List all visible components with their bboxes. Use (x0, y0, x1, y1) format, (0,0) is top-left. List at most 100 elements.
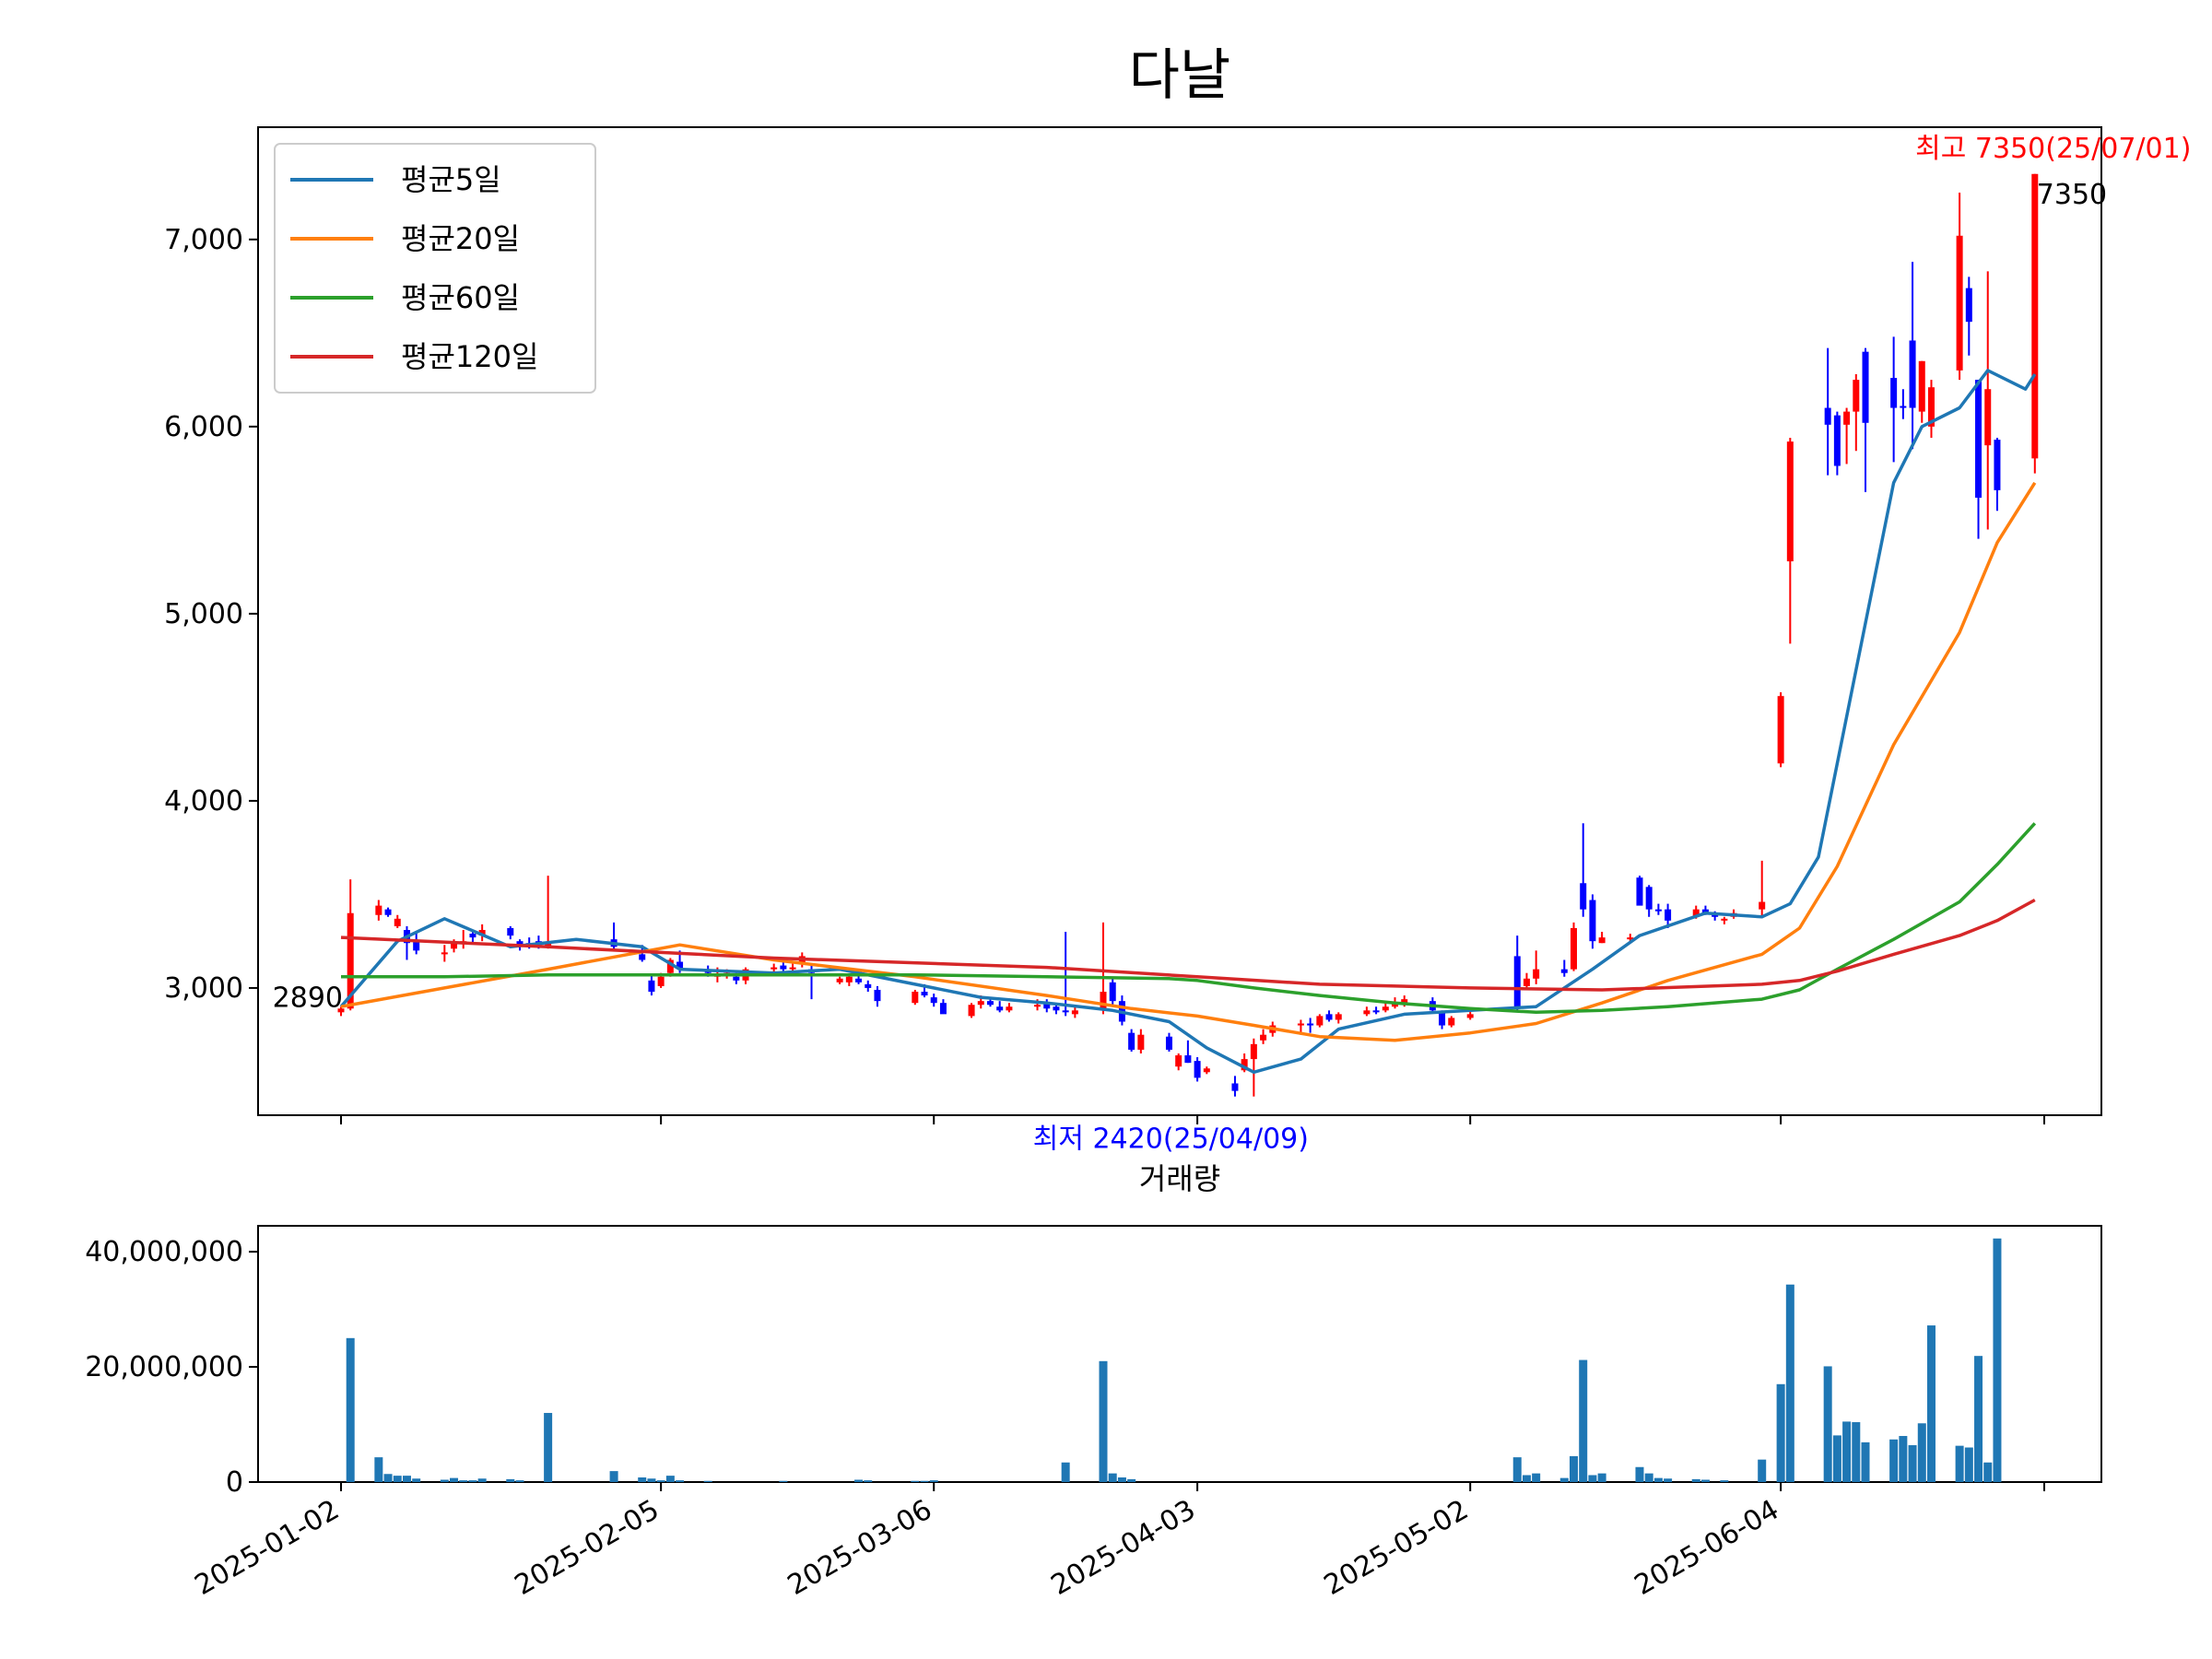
candle-body (1523, 978, 1530, 986)
candle-body (1721, 918, 1728, 921)
volume-bar (1832, 1435, 1841, 1482)
volume-bar (1776, 1383, 1785, 1482)
volume-bar (779, 1480, 788, 1482)
candle-body (677, 961, 684, 970)
volume-bar (1899, 1436, 1908, 1482)
candle-body (977, 1001, 984, 1006)
legend-box (274, 143, 596, 394)
volume-bar (1635, 1466, 1644, 1482)
candle-body (1137, 1034, 1145, 1050)
volume-bar (1117, 1477, 1126, 1482)
candle-body (648, 980, 655, 992)
volume-bar (1644, 1473, 1653, 1482)
low-annotation: 최저 2420(25/04/09) (1033, 1124, 1309, 1156)
volume-bar (346, 1337, 355, 1482)
volume-bar (459, 1480, 468, 1482)
candle-body (1250, 1043, 1257, 1060)
volume-bar (647, 1478, 656, 1482)
volume-x-tick-label: 2025-01-02 (190, 1494, 345, 1602)
volume-bar (450, 1477, 459, 1482)
candle-body (1975, 380, 1983, 498)
candle-body (451, 943, 458, 949)
candle-body (1580, 883, 1587, 910)
candle-body (1297, 1023, 1304, 1026)
candle-body (912, 992, 919, 1004)
volume-bar (1955, 1445, 1964, 1482)
volume-y-tick-label: 40,000,000 (85, 1236, 243, 1268)
high-annotation: 최고 7350(25/07/01) (1915, 133, 2191, 165)
volume-bar (1579, 1359, 1588, 1482)
volume-bar (1559, 1477, 1569, 1482)
candle-body (1260, 1034, 1267, 1041)
candle-body (1175, 1055, 1182, 1067)
volume-bar (1691, 1478, 1700, 1482)
candle-body (1165, 1036, 1172, 1050)
price-y-tick-label: 5,000 (164, 598, 243, 630)
candle-body (1645, 887, 1653, 910)
candle-body (1071, 1010, 1078, 1015)
candle-body (545, 943, 552, 947)
candle-body (1241, 1059, 1248, 1071)
candle-body (516, 941, 524, 946)
candle-body (639, 954, 646, 960)
candle-body (968, 1005, 975, 1017)
candle-body (1786, 441, 1794, 562)
candle-body (1109, 982, 1116, 1002)
volume-bar (1522, 1475, 1531, 1482)
candle-body (986, 1001, 994, 1006)
candle-body (1965, 288, 1972, 323)
volume-bar (1823, 1366, 1832, 1482)
volume-bar (412, 1478, 421, 1482)
candle-body (1307, 1023, 1314, 1026)
volume-bar (854, 1479, 864, 1482)
candle-body (1712, 914, 1719, 917)
legend-label-2: 평균20일 (401, 221, 520, 256)
candle-body (1571, 927, 1578, 970)
candle-body (1890, 378, 1898, 408)
volume-x-tick-label: 2025-05-02 (1319, 1494, 1474, 1602)
volume-x-tick-label: 2025-03-06 (782, 1494, 937, 1602)
candle-body (836, 978, 843, 982)
price-y-tick-label: 7,000 (164, 224, 243, 256)
volume-bar (1926, 1325, 1936, 1482)
candle-body (939, 1003, 947, 1015)
candle-body (2031, 173, 2039, 459)
candle-body (1665, 909, 1672, 921)
candle-body (1636, 877, 1643, 906)
candle-body (1034, 1005, 1041, 1007)
candle-body (1448, 1018, 1455, 1026)
candle-body (1927, 387, 1935, 427)
volume-bar (609, 1471, 618, 1482)
candle-body (1231, 1083, 1239, 1091)
volume-bar (1842, 1421, 1852, 1482)
volume-bar (1758, 1459, 1767, 1482)
candle-body (1759, 901, 1766, 910)
candle-body (1833, 415, 1841, 466)
candle-body (1128, 1032, 1135, 1050)
volume-bar (440, 1479, 449, 1482)
candle-body (845, 976, 853, 982)
candle-body (874, 989, 881, 1002)
candle-body (996, 1006, 1004, 1011)
volume-bar (911, 1480, 920, 1482)
ma-line-4 (340, 898, 2036, 992)
candle-body (1918, 360, 1925, 412)
candle-body (1560, 969, 1568, 973)
volume-bar (1785, 1284, 1794, 1482)
candle-body (1194, 1061, 1201, 1078)
volume-bar (1588, 1475, 1597, 1482)
volume-bar (703, 1480, 712, 1482)
volume-bar (1861, 1441, 1870, 1482)
candle-body (771, 967, 778, 970)
volume-x-tick-label: 2025-02-05 (510, 1494, 665, 1602)
volume-bar (665, 1476, 675, 1482)
candle-body (1692, 909, 1700, 917)
candle-body (657, 976, 665, 986)
volume-x-tick-label: 2025-06-04 (1630, 1494, 1784, 1602)
legend-label-1: 평균5일 (401, 162, 501, 197)
candle-body (1053, 1006, 1060, 1011)
volume-bar (1720, 1480, 1729, 1482)
candle-body (1701, 909, 1709, 913)
volume-bar (1512, 1457, 1522, 1482)
